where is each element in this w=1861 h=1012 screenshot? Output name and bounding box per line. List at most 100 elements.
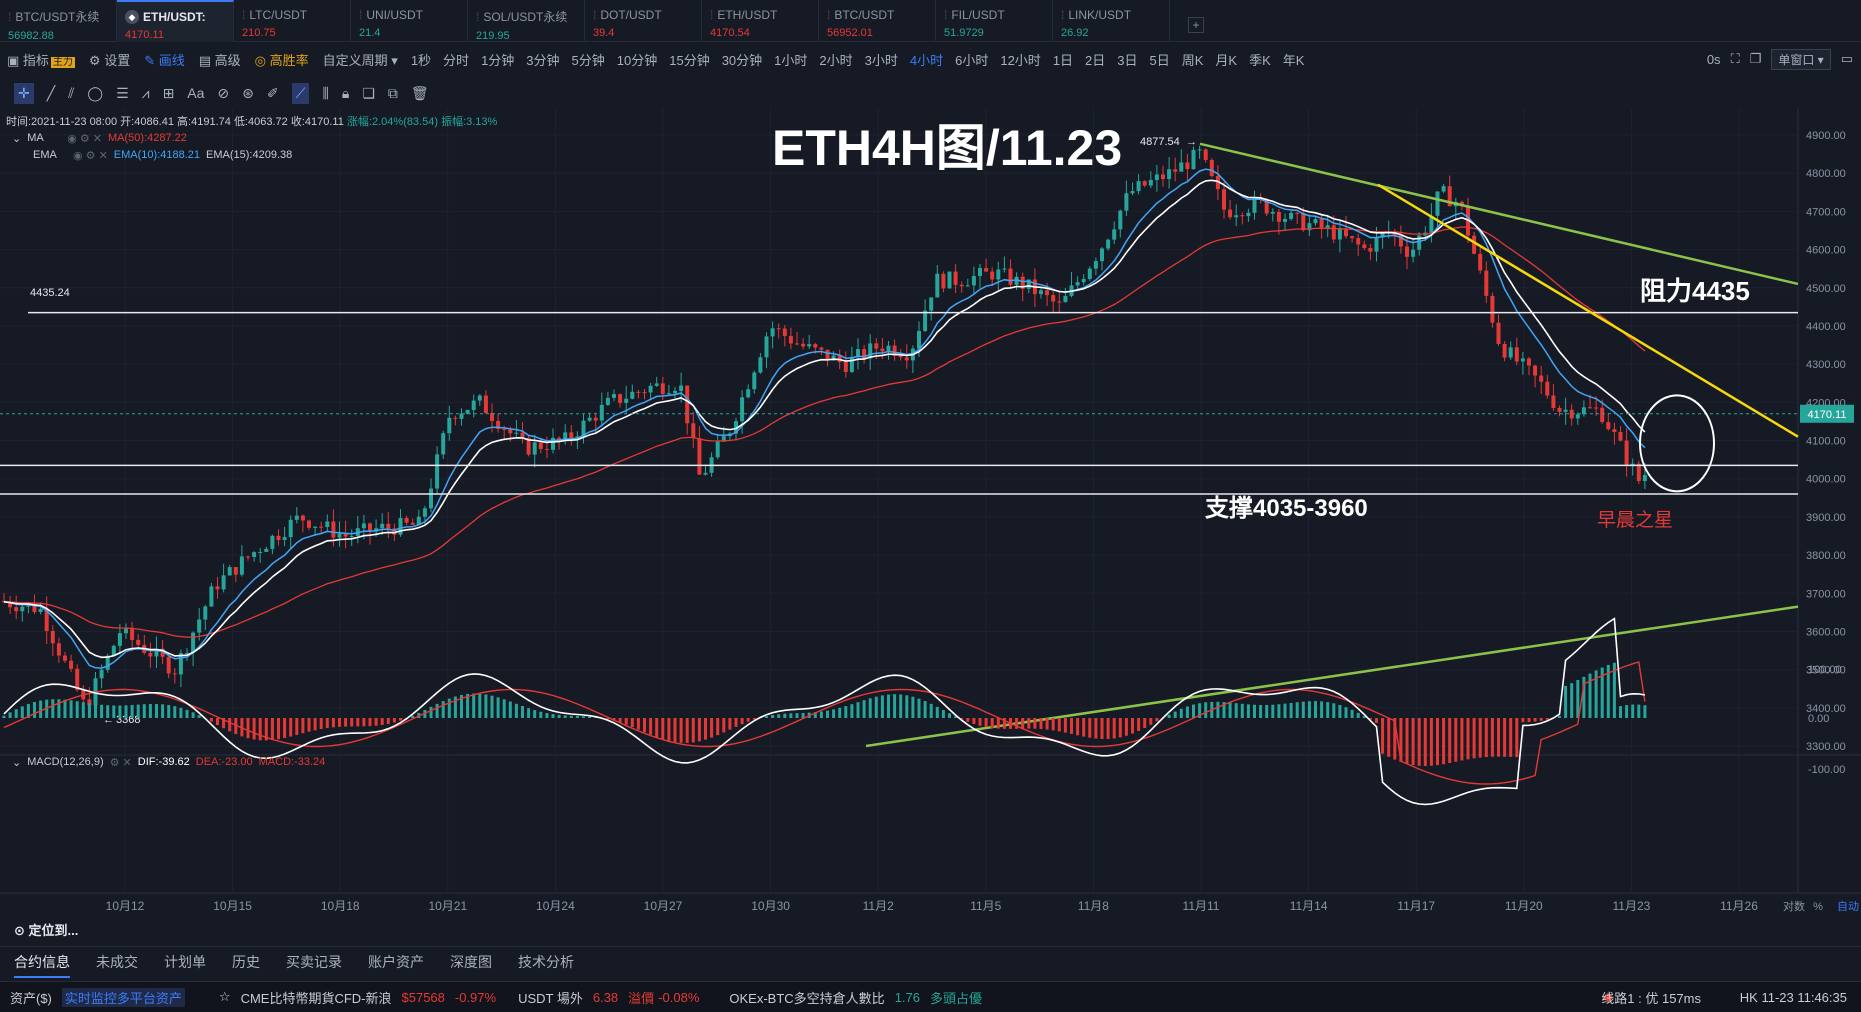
custom-period-dropdown[interactable]: 自定义周期 ▾ [322,52,398,68]
period-item[interactable]: 10分钟 [616,52,658,68]
axis-option[interactable]: 对数 [1783,899,1805,913]
symbol-tab[interactable]: ⁞ LINK/USDT 26.92 [1053,0,1170,42]
candle-body [551,437,555,450]
period-item[interactable]: 1分钟 [481,52,515,68]
candlestick-chart[interactable]: 4900.00 4800.00 4700.00 4600.00 4500.00 4400.… [0,108,1861,920]
axis-option[interactable]: % [1813,901,1823,913]
period-item[interactable]: 2日 [1085,52,1106,68]
crosshair-icon[interactable]: ✛ [14,82,34,104]
symbol-tab[interactable]: ⁞ SOL/USDT永续 219.95 [468,0,585,42]
candle-body [898,355,903,358]
fullscreen-icon[interactable]: ⛶ [1730,51,1740,66]
symbol-tab[interactable]: ⁞ LTC/USDT 210.75 [234,0,351,42]
period-item[interactable]: 周K [1181,52,1204,68]
indicator-button[interactable]: ▣ 指标 主力 [7,52,75,68]
symbol-tab[interactable]: ◆ ETH/USDT: 4170.11 [117,0,234,42]
pattern-annotation: 早晨之星 [1597,509,1673,531]
bottom-tab[interactable]: 合约信息 [14,952,70,978]
compare-icon[interactable]: ⫼ [322,84,329,101]
macd-bar [508,701,512,718]
add-tab-button[interactable]: + [1188,17,1204,33]
symbol-tab[interactable]: ⁞ ETH/USDT 4170.54 [702,0,819,42]
price-axis-label: 4700.00 [1806,206,1846,218]
period-item[interactable]: 3分钟 [526,52,560,68]
chevron-down-icon[interactable]: ⌄ [12,757,22,769]
macd-bar [1240,703,1244,718]
period-item[interactable]: 年K [1282,52,1305,68]
measure-icon[interactable]: ⊞ [162,84,175,101]
circle-icon[interactable]: ◯ [87,84,104,101]
pattern-icon[interactable]: ⩘ [141,84,150,101]
axis-option[interactable]: 自动 [1837,900,1859,913]
symbol-tab[interactable]: ⁞ UNI/USDT 21.4 [351,0,468,42]
symbol-tab[interactable]: ⁞ BTC/USDT永续 56982.88 [0,0,117,42]
hide-drawings-icon[interactable]: ⊘ [217,84,230,101]
copy-icon[interactable]: ❏ [362,84,375,101]
period-item[interactable]: 5日 [1149,52,1170,68]
win-rate-button[interactable]: ◎ 高胜率 [254,52,309,68]
period-item[interactable]: 12小时 [1000,52,1041,68]
period-item[interactable]: 5分钟 [571,52,605,68]
eye-icon[interactable]: ◉ ⚙ ✕ [73,150,108,162]
eye-icon[interactable]: ◉ ⚙ ✕ [67,133,103,145]
advanced-button[interactable]: ▤ 高级 [198,52,241,68]
macd-bar [899,694,903,718]
candle-body [99,669,104,679]
bottom-tab[interactable]: 买卖记录 [286,953,342,970]
bottom-tab[interactable]: 深度图 [450,953,492,970]
locate-button[interactable]: ⊙ 定位到... [14,923,79,938]
period-item[interactable]: 分时 [443,52,470,68]
macd-bar [216,718,219,725]
draw-button[interactable]: ✎ 画线 [144,52,185,68]
bottom-tab[interactable]: 计划单 [164,953,206,970]
lock-drawing-icon[interactable]: ⟋ [291,82,310,104]
period-item[interactable]: 2小时 [819,52,853,68]
period-item[interactable]: 1小时 [774,52,808,68]
fib-icon[interactable]: ⫽ [68,84,75,101]
magnet-icon[interactable]: ⊛ [242,84,254,101]
popout-icon[interactable]: ❐ [1749,51,1762,66]
text-icon[interactable]: Aa [187,85,205,101]
bottom-tab[interactable]: 历史 [232,953,260,970]
candle-body [1295,212,1300,214]
candle-body [1502,343,1507,358]
period-item[interactable]: 3日 [1117,52,1138,68]
symbol-tab[interactable]: ⁞ FIL/USDT 51.9729 [936,0,1053,42]
lock-icon[interactable]: 🔒︎ [341,84,350,101]
macd-bar [1375,718,1378,723]
delete-icon[interactable]: 🗑︎ [410,84,429,101]
symbol-tab[interactable]: ⁞ DOT/USDT 39.4 [585,0,702,42]
period-item[interactable]: 30分钟 [721,52,763,68]
period-item[interactable]: 3小时 [864,52,898,68]
candle-body [1618,432,1623,441]
chevron-down-icon[interactable]: ⌄ [12,133,22,145]
settings-button[interactable]: ⚙ 设置 [88,52,131,68]
macd-bar [240,718,244,737]
period-item[interactable]: 4小时 [909,52,944,68]
window-mode-select[interactable]: 单窗口 ▾ [1771,48,1831,70]
symbol-tab[interactable]: ⁞ BTC/USDT 56952.01 [819,0,936,42]
bottom-tab[interactable]: 未成交 [96,953,138,970]
bottom-tab[interactable]: 账户资产 [368,953,424,970]
star-icon[interactable]: ☆ [218,989,231,1004]
monitor-link[interactable]: 实时监控多平台资产 [61,987,185,1007]
screenshot-icon[interactable]: ▭ [1840,51,1853,66]
parallel-lines-icon[interactable]: ☰ [116,84,129,101]
trendline-icon[interactable]: ╱ [46,84,56,101]
macd-bar [307,718,311,732]
macd-bar [1466,718,1470,760]
macd-bar [1600,667,1604,718]
macd-bar [136,704,140,718]
period-item[interactable]: 1日 [1052,52,1074,68]
period-item[interactable]: 1秒 [410,52,432,68]
period-item[interactable]: 季K [1249,52,1271,68]
resistance-annotation: 阻力4435 [1640,276,1750,306]
bottom-tab[interactable]: 技术分析 [518,953,574,970]
period-item[interactable]: 月K [1215,52,1238,68]
ruler-icon[interactable]: ✐ [266,84,279,101]
period-item[interactable]: 15分钟 [669,52,710,68]
macd-axis-label: 100.00 [1808,664,1842,676]
clone-icon[interactable]: ⧉ [387,84,398,101]
period-item[interactable]: 6小时 [955,52,989,68]
route-label[interactable]: 线路1 : 优 157ms [1601,990,1701,1006]
